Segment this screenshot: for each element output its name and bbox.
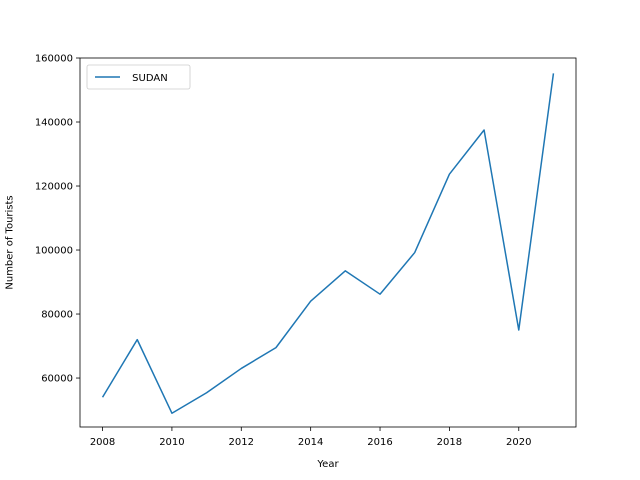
x-axis-title: Year	[316, 459, 339, 470]
legend-box	[86, 64, 191, 90]
y-tick-label: 80000	[41, 310, 73, 321]
plot-frame	[79, 57, 577, 428]
x-tick-label: 2012	[229, 437, 254, 448]
x-tick-label: 2010	[159, 437, 184, 448]
legend-label: SUDAN	[129, 73, 168, 84]
x-tick-label: 2008	[90, 437, 115, 448]
x-axis: 2008 2010 2012 2014 2016 2018 2020	[90, 427, 531, 448]
x-tick-label: 2016	[367, 437, 392, 448]
x-tick-label: 2014	[298, 437, 323, 448]
y-tick-label: 140000	[35, 118, 73, 129]
y-axis-title: Number of Tourists	[5, 195, 16, 289]
y-tick-label: 100000	[35, 246, 73, 257]
series-line-sudan	[101, 73, 555, 414]
plot-area	[101, 73, 555, 414]
y-tick-label: 160000	[35, 54, 73, 65]
x-tick-label: 2018	[437, 437, 462, 448]
y-tick-label: 60000	[41, 374, 73, 385]
legend: SUDAN	[86, 64, 191, 90]
y-axis: 60000 80000 100000 120000 140000 160000	[35, 54, 80, 385]
x-tick-label: 2020	[506, 437, 531, 448]
y-tick-label: 120000	[35, 182, 73, 193]
